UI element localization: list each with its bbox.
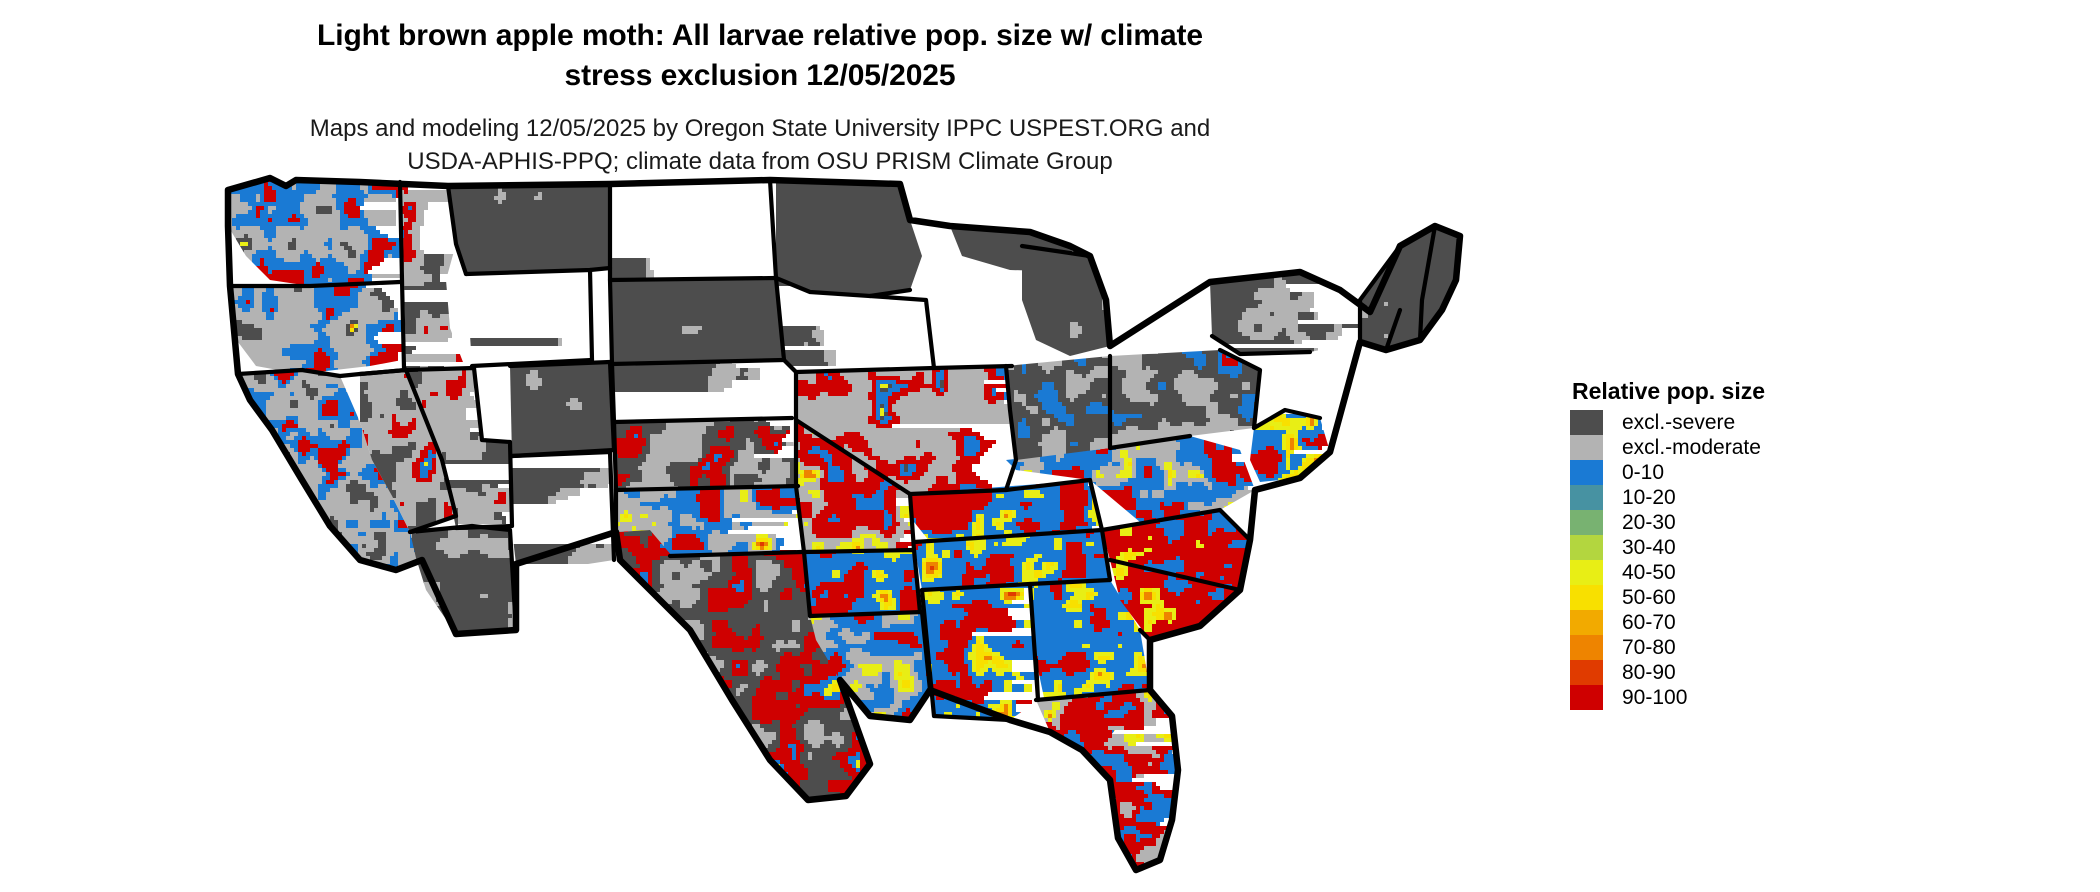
legend-item: 10-20 [1570, 485, 1900, 510]
page-title-line-2: stress exclusion 12/05/2025 [564, 59, 956, 92]
map-zone-raster [466, 338, 562, 346]
legend-item-label: 0-10 [1622, 461, 1665, 484]
map-zone-raster [1022, 246, 1110, 356]
page-title-line-1: Light brown apple moth: All larvae relat… [316, 19, 1203, 52]
legend-item: excl.-moderate [1570, 435, 1900, 460]
legend-item: 30-40 [1570, 535, 1900, 560]
map-zone-raster [410, 526, 516, 634]
legend-color-swatch [1570, 410, 1603, 435]
legend-item: 20-30 [1570, 510, 1900, 535]
legend-item-label: 50-60 [1622, 586, 1676, 609]
map-canvas [210, 160, 1530, 880]
legend-item-label: 60-70 [1622, 611, 1676, 634]
legend-title: Relative pop. size [1572, 378, 1766, 404]
climate-raster-layer [228, 178, 1460, 870]
legend-item: 0-10 [1570, 460, 1900, 485]
legend-item: 50-60 [1570, 585, 1900, 610]
map-zone-raster [614, 418, 796, 490]
legend-color-swatch [1570, 685, 1603, 710]
legend-color-swatch [1570, 635, 1603, 660]
legend: Relative pop. size excl.-severe excl.-mod… [1570, 378, 1900, 710]
legend-item: 60-70 [1570, 610, 1900, 635]
legend-color-swatch [1570, 660, 1603, 685]
legend-color-swatch [1570, 585, 1603, 610]
legend-color-swatch [1570, 535, 1603, 560]
legend-color-swatch [1570, 510, 1603, 535]
page-title: Light brown apple moth: All larvae relat… [0, 16, 1520, 96]
title-block: Light brown apple moth: All larvae relat… [0, 16, 1520, 178]
legend-item-label: excl.-severe [1622, 411, 1736, 434]
legend-item: 80-90 [1570, 660, 1900, 685]
page-subtitle: Maps and modeling 12/05/2025 by Oregon S… [0, 96, 1520, 178]
legend-items: excl.-severe excl.-moderate 0-10 10-20 20-30… [1570, 410, 1900, 710]
legend-item: 90-100 [1570, 685, 1900, 710]
legend-color-swatch [1570, 610, 1603, 635]
legend-item: 70-80 [1570, 635, 1900, 660]
legend-item-label: 30-40 [1622, 536, 1676, 559]
state-boundaries [224, 174, 1464, 874]
legend-item-label: 10-20 [1622, 486, 1676, 509]
legend-color-swatch [1570, 435, 1603, 460]
legend-item-label: 90-100 [1622, 686, 1688, 709]
legend-item-label: 80-90 [1622, 661, 1676, 684]
legend-color-swatch [1570, 485, 1603, 510]
us-raster-map [224, 174, 1464, 874]
map-zone-raster [510, 362, 614, 456]
legend-item-label: 70-80 [1622, 636, 1676, 659]
map-zone-raster [228, 178, 400, 286]
legend-item: excl.-severe [1570, 410, 1900, 435]
map-zone-raster [610, 278, 782, 364]
legend-color-swatch [1570, 460, 1603, 485]
legend-item-label: excl.-moderate [1622, 436, 1761, 459]
legend-item-label: 20-30 [1622, 511, 1676, 534]
legend-item-label: 40-50 [1622, 561, 1676, 584]
map-zone-raster [448, 184, 610, 274]
page-subtitle-line-1: Maps and modeling 12/05/2025 by Oregon S… [309, 115, 1211, 142]
legend-item: 40-50 [1570, 560, 1900, 585]
map-zone-raster [230, 282, 402, 374]
legend-color-swatch [1570, 560, 1603, 585]
page-subtitle-line-2: USDA-APHIS-PPQ; climate data from OSU PR… [407, 148, 1113, 175]
